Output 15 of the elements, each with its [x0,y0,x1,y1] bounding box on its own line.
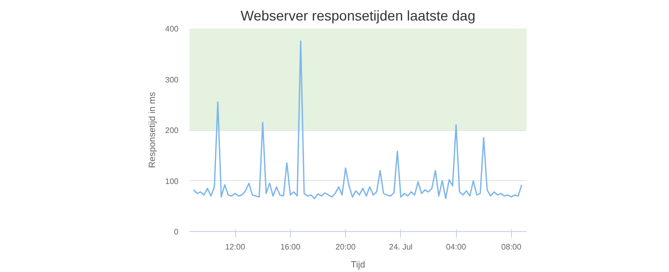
x-tick-label: 24. Jul [389,242,413,252]
y-tick-label: 300 [165,75,180,84]
x-tick-label: 08:00 [501,242,522,252]
x-tick-label: 16:00 [280,242,301,252]
y-tick-label: 200 [165,126,180,135]
x-tick-label: 20:00 [336,242,356,252]
line-series [192,40,522,200]
chart-title: Webserver responsetijden laatste dag [240,8,476,24]
y-tick-label: 100 [165,176,180,186]
x-tick-label: 04:00 [446,242,467,252]
y-tick-label: 400 [165,24,180,34]
x-axis-title: Tijd [350,260,366,270]
y-axis-title: Responsetijd in ms [147,91,158,168]
y-tick-label: 0 [174,228,180,236]
x-tick-label: 12:00 [225,242,246,252]
